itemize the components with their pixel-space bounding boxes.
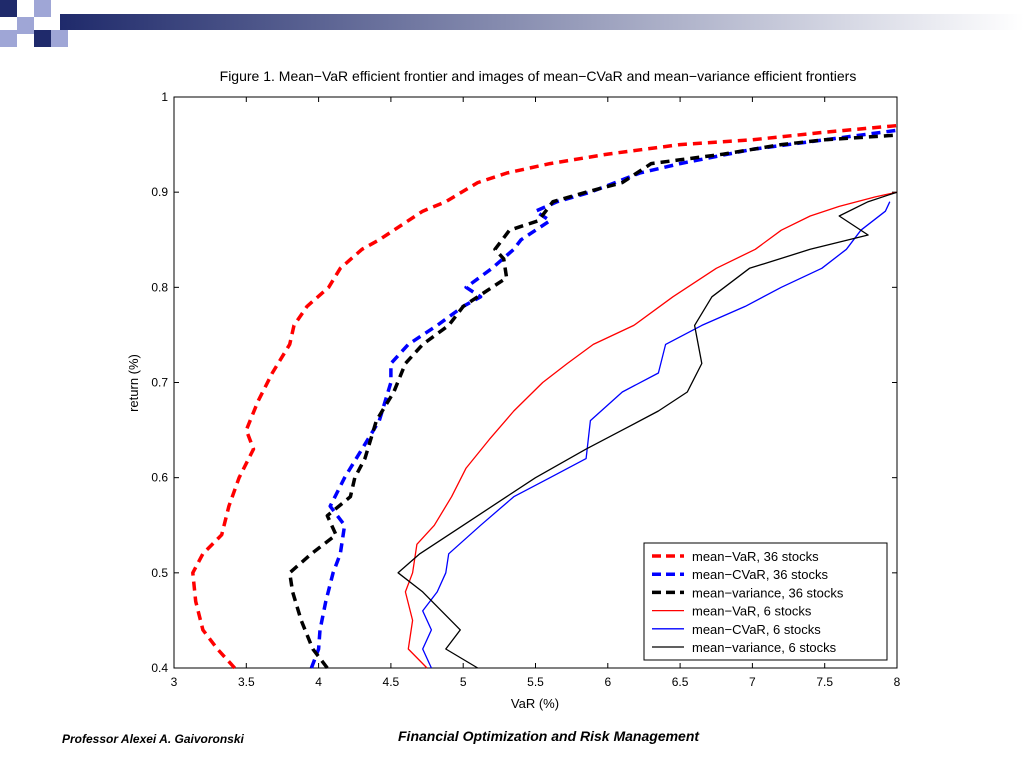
legend-label: mean−variance, 36 stocks xyxy=(692,585,844,600)
x-tick-label: 5 xyxy=(460,675,467,689)
series-line-5 xyxy=(422,201,891,669)
legend-label: mean−VaR, 6 stocks xyxy=(692,604,812,619)
header-decoration xyxy=(0,0,1024,47)
y-tick-label: 0.6 xyxy=(151,471,168,485)
legend: mean−VaR, 36 stocks mean−CVaR, 36 stocks m… xyxy=(643,542,888,661)
header-square-2 xyxy=(17,17,34,34)
header-gradient-bar xyxy=(60,14,1024,30)
footer-author: Professor Alexei A. Gaivoronski xyxy=(62,732,244,746)
series-line-4 xyxy=(404,191,898,669)
legend-label: mean−VaR, 36 stocks xyxy=(692,549,819,564)
header-square-1 xyxy=(0,0,17,17)
x-tick-label: 5.5 xyxy=(527,675,544,689)
header-square-3 xyxy=(34,0,51,17)
series-line-3 xyxy=(287,133,898,670)
chart-title: Figure 1. Mean−VaR efficient frontier an… xyxy=(220,68,857,84)
x-tick-label: 6.5 xyxy=(672,675,689,689)
legend-label: mean−CVaR, 6 stocks xyxy=(692,622,821,637)
x-tick-label: 3 xyxy=(171,675,178,689)
x-tick-label: 6 xyxy=(604,675,611,689)
x-tick-label: 3.5 xyxy=(238,675,255,689)
series-line-1 xyxy=(191,123,898,670)
legend-label: mean−variance, 6 stocks xyxy=(692,640,837,655)
x-tick-label: 7.5 xyxy=(816,675,833,689)
legend-label: mean−CVaR, 36 stocks xyxy=(692,567,828,582)
y-tick-label: 0.8 xyxy=(151,280,168,294)
x-tick-label: 8 xyxy=(894,675,901,689)
series-line-6 xyxy=(397,191,898,669)
x-tick-label: 7 xyxy=(749,675,756,689)
header-square-4 xyxy=(34,30,51,47)
header-square-5 xyxy=(51,30,68,47)
y-tick-label: 0.7 xyxy=(151,376,168,390)
x-tick-label: 4.5 xyxy=(383,675,400,689)
y-tick-label: 0.5 xyxy=(151,566,168,580)
y-tick-label: 1 xyxy=(161,90,168,104)
x-axis-label: VaR (%) xyxy=(511,696,559,711)
footer-course-title: Financial Optimization and Risk Manageme… xyxy=(398,728,700,744)
y-tick-label: 0.4 xyxy=(151,661,168,675)
x-tick-label: 4 xyxy=(315,675,322,689)
legend-box xyxy=(643,542,888,661)
y-tick-label: 0.9 xyxy=(151,185,168,199)
header-square-6 xyxy=(0,30,17,47)
y-axis-label: return (%) xyxy=(126,354,141,412)
